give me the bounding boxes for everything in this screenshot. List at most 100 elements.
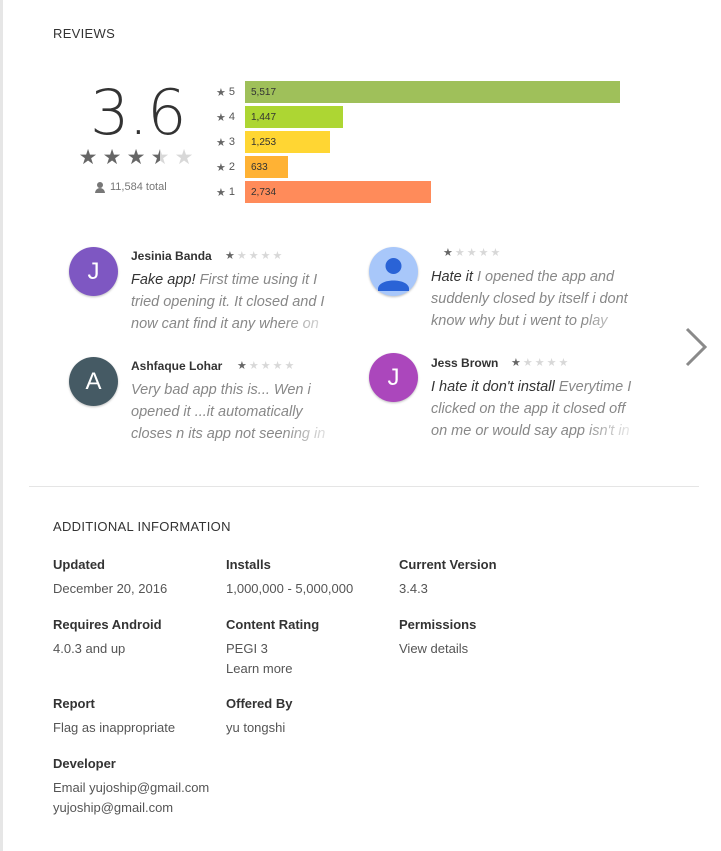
histogram-star-label: ★ 5 (216, 86, 245, 99)
info-label: Requires Android (53, 617, 162, 632)
star-empty-icon: ★ (478, 247, 491, 259)
review-headline: Hate it (431, 269, 473, 285)
info-label: Updated (53, 557, 105, 572)
histogram-count: 633 (251, 161, 268, 173)
review-body: Everytime I clicked on the app it closed… (431, 379, 632, 439)
chevron-right-icon[interactable] (681, 324, 711, 370)
review-text[interactable]: Fake app! First time using it I tried op… (131, 269, 341, 335)
histogram-star-number: 4 (228, 111, 235, 123)
star-empty-icon: ★ (284, 360, 297, 372)
histogram-star-label: ★ 3 (216, 136, 245, 149)
additional-info-heading: ADDITIONAL INFORMATION (53, 519, 231, 534)
info-value: 3.4.3 (399, 581, 428, 596)
histogram-star-number: 2 (228, 161, 235, 173)
info-value: yu tongshi (226, 720, 286, 735)
review-text[interactable]: I hate it don't install Everytime I clic… (431, 376, 641, 442)
avatar[interactable]: J (69, 247, 118, 296)
info-value: 4.0.3 and up (53, 641, 126, 656)
star-icon: ★ (78, 146, 98, 169)
review-headline: Fake app! (131, 272, 196, 288)
info-label: Offered By (226, 696, 293, 711)
review-author[interactable]: Jesinia Banda (131, 249, 212, 263)
info-value: December 20, 2016 (53, 581, 168, 596)
review-text[interactable]: Very bad app this is... Wen i opened it … (131, 379, 341, 445)
star-empty-icon: ★ (522, 357, 535, 369)
review-author[interactable]: Jess Brown (431, 356, 499, 370)
info-permissions: Permissions View details (399, 617, 476, 659)
star-icon: ★ (216, 111, 226, 124)
review-body: First time using it I tried opening it. … (131, 272, 325, 332)
star-empty-icon: ★ (466, 247, 479, 259)
review-stars: ★★★★★ (511, 356, 570, 369)
histogram-bar: 2,734 (245, 181, 431, 203)
info-label: Content Rating (226, 617, 320, 632)
info-label: Permissions (399, 617, 477, 632)
star-empty-icon: ★ (236, 250, 249, 262)
histogram-count: 1,447 (251, 111, 277, 123)
learn-more-link[interactable]: Learn more (226, 661, 293, 676)
developer-email-text[interactable]: yujoship@gmail.com (53, 800, 174, 815)
star-half-icon: ★ (148, 147, 172, 169)
histogram-star-label: ★ 2 (216, 161, 245, 174)
star-icon: ★ (216, 186, 226, 199)
avatar[interactable]: J (369, 353, 418, 402)
info-label: Current Version (399, 557, 497, 572)
histogram-count: 1,253 (251, 136, 277, 148)
avatar-initial: J (387, 363, 400, 391)
info-installs: Installs 1,000,000 - 5,000,000 (226, 557, 353, 599)
star-empty-icon: ★ (174, 146, 194, 169)
avatar-initial: J (87, 257, 100, 285)
review-headline: I hate it don't install (431, 379, 555, 395)
page-left-border (0, 0, 3, 851)
histogram-row-1: ★ 1 2,734 (216, 181, 431, 203)
avatar[interactable] (369, 247, 418, 296)
star-icon: ★ (102, 146, 122, 169)
info-label: Installs (226, 557, 271, 572)
review-body: Very bad app this is... Wen i opened it … (131, 382, 326, 442)
rating-total-label: 11,584 total (110, 181, 167, 193)
histogram-row-5: ★ 5 5,517 (216, 81, 620, 103)
person-icon (95, 181, 105, 193)
star-icon: ★ (216, 136, 226, 149)
info-report: Report Flag as inappropriate (53, 696, 175, 738)
star-icon: ★ (511, 357, 523, 369)
star-icon: ★ (216, 161, 226, 174)
histogram-bar: 5,517 (245, 81, 620, 103)
histogram-row-2: ★ 2 633 (216, 156, 288, 178)
star-empty-icon: ★ (272, 360, 285, 372)
developer-email-link[interactable]: Email yujoship@gmail.com (53, 780, 210, 795)
info-requires-android: Requires Android 4.0.3 and up (53, 617, 162, 659)
histogram-row-4: ★ 4 1,447 (216, 106, 343, 128)
info-developer: Developer Email yujoship@gmail.com yujos… (53, 756, 209, 818)
reviews-heading: REVIEWS (53, 26, 116, 41)
flag-inappropriate-link[interactable]: Flag as inappropriate (53, 720, 176, 735)
info-current-version: Current Version 3.4.3 (399, 557, 497, 599)
histogram-bar: 1,253 (245, 131, 330, 153)
histogram-count: 5,517 (251, 86, 277, 98)
info-label: Developer (53, 756, 116, 771)
star-empty-icon: ★ (260, 250, 273, 262)
histogram-star-number: 1 (228, 186, 235, 198)
histogram-count: 2,734 (251, 186, 277, 198)
star-empty-icon: ★ (260, 360, 273, 372)
review-author[interactable]: Ashfaque Lohar (131, 359, 223, 373)
review-stars: ★★★★★ (443, 246, 502, 259)
histogram-star-label: ★ 4 (216, 111, 245, 124)
review-stars: ★★★★★ (237, 359, 296, 372)
star-empty-icon: ★ (490, 247, 503, 259)
histogram-row-3: ★ 3 1,253 (216, 131, 330, 153)
default-avatar-icon (378, 258, 409, 291)
avatar[interactable]: A (69, 357, 118, 406)
review-text[interactable]: Hate it I opened the app and suddenly cl… (431, 266, 641, 332)
avatar-initial: A (85, 367, 102, 395)
rating-total: 11,584 total (95, 181, 167, 193)
info-value: 1,000,000 - 5,000,000 (226, 581, 354, 596)
star-icon: ★ (443, 247, 455, 259)
view-details-link[interactable]: View details (399, 641, 469, 656)
star-empty-icon: ★ (534, 357, 547, 369)
info-value: PEGI 3 (226, 641, 268, 656)
star-icon: ★ (126, 146, 146, 169)
star-empty-icon: ★ (248, 360, 261, 372)
star-icon: ★ (216, 86, 226, 99)
histogram-bar: 633 (245, 156, 288, 178)
